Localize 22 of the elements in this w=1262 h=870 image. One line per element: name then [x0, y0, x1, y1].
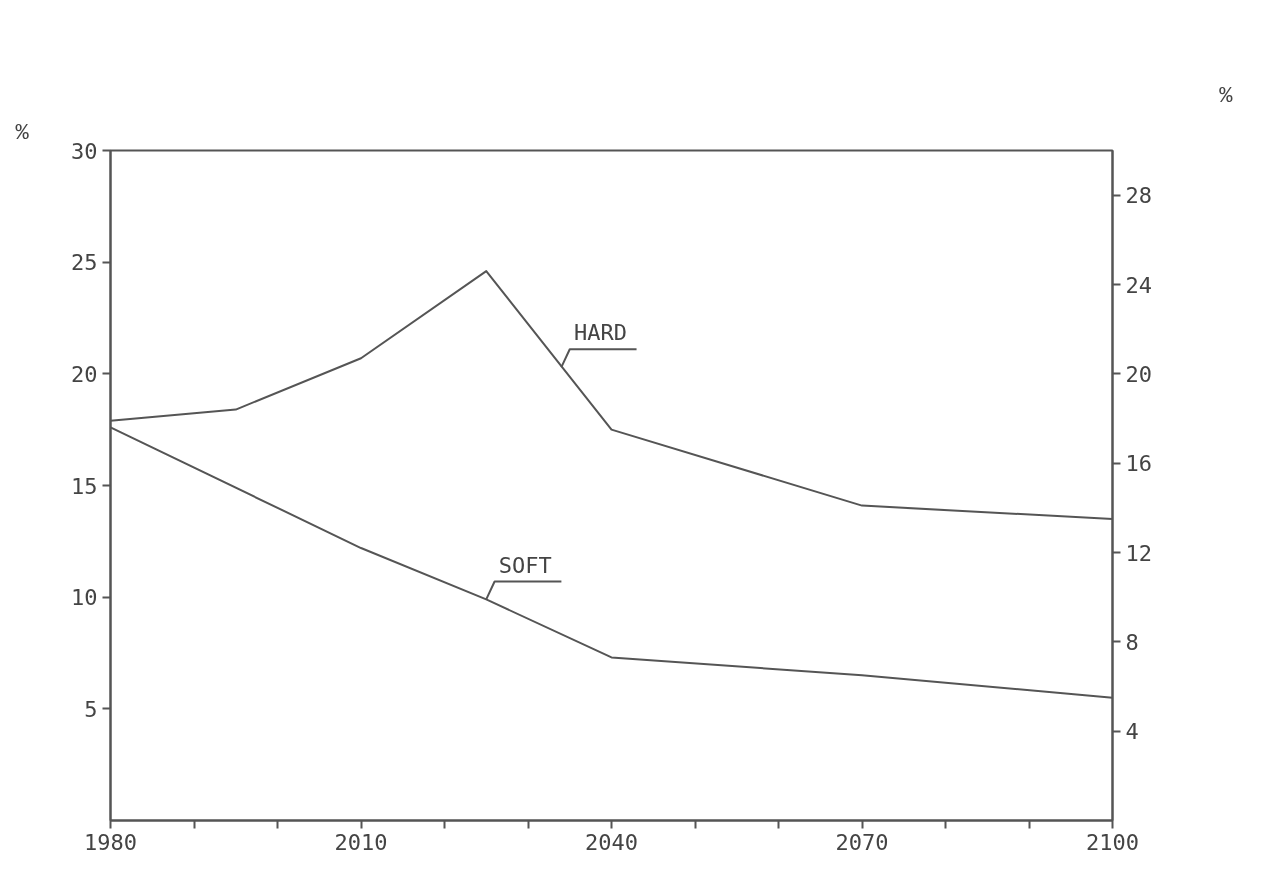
x-tick-label: 2100	[1086, 829, 1139, 855]
y-axis-title: %	[15, 120, 30, 146]
y2-tick-label: 20	[1125, 361, 1152, 387]
x-tick-label: 2040	[585, 829, 638, 855]
y2-tick-label: 28	[1125, 183, 1152, 209]
y-tick-label: 20	[71, 361, 98, 387]
y2-tick-label: 4	[1125, 719, 1139, 745]
y2-tick-label: 16	[1125, 451, 1152, 477]
y-tick-label: 30	[71, 138, 98, 164]
annotation: SOFT	[498, 552, 552, 578]
y2-axis-title: %	[1219, 83, 1234, 109]
y2-tick-label: 24	[1125, 272, 1152, 298]
x-tick-label: 2010	[334, 829, 388, 855]
y-tick-label: 25	[71, 250, 98, 276]
x-tick-label: 2070	[835, 829, 889, 855]
y2-tick-label: 8	[1125, 629, 1139, 655]
y-tick-label: 10	[71, 585, 98, 611]
y-tick-label: 15	[71, 473, 98, 499]
y2-tick-label: 12	[1125, 540, 1152, 566]
annotation: HARD	[573, 320, 627, 346]
x-tick-label: 1980	[84, 829, 137, 855]
y-tick-label: 5	[84, 696, 98, 722]
